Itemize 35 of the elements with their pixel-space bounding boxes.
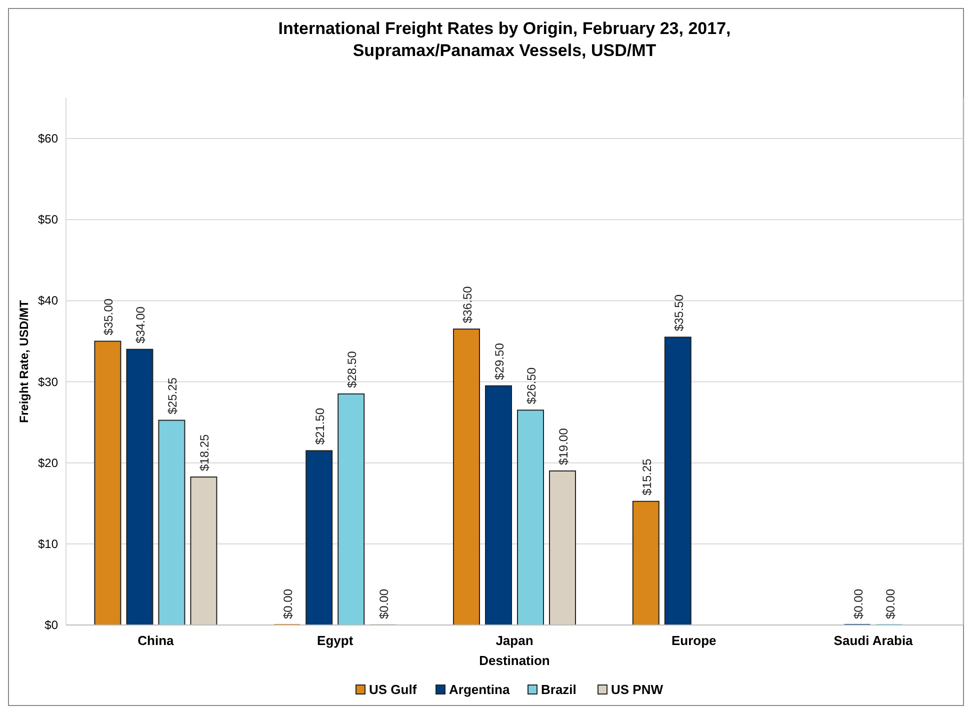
y-tick-label: $50 <box>38 212 58 227</box>
y-axis-title: Freight Rate, USD/MT <box>17 299 31 423</box>
y-tick-label: $60 <box>38 132 58 146</box>
x-tick-label: Egypt <box>317 633 354 648</box>
y-tick-label: $10 <box>38 536 58 551</box>
data-label: $0.00 <box>883 588 898 619</box>
x-tick-label: Japan <box>496 633 534 648</box>
x-tick-label: China <box>138 633 175 648</box>
data-label: $21.50 <box>313 408 328 445</box>
legend-label: US Gulf <box>369 682 418 697</box>
data-label: $35.50 <box>672 294 686 332</box>
data-label: $18.25 <box>198 434 212 472</box>
y-tick-label: $20 <box>38 456 58 470</box>
legend-label: US PNW <box>611 682 664 697</box>
chart-title: International Freight Rates by Origin, February 23, 2017, Supramax/Panamax Vessels, USD/MT <box>278 19 731 60</box>
data-label: $15.25 <box>640 458 654 496</box>
data-label: $0.00 <box>851 588 866 619</box>
legend-label: Brazil <box>541 682 576 697</box>
data-label: $29.50 <box>492 342 506 380</box>
y-tick-label: $40 <box>38 294 58 308</box>
x-tick-label: Saudi Arabia <box>834 633 914 648</box>
data-label: $36.50 <box>460 286 474 324</box>
data-label: $26.50 <box>524 367 538 404</box>
x-axis-title: Destination <box>479 653 550 668</box>
data-label: $0.00 <box>281 588 296 619</box>
data-label: $28.50 <box>345 350 360 388</box>
data-label: $19.00 <box>556 428 570 465</box>
x-tick-label: Europe <box>672 633 716 648</box>
y-tick-label: $30 <box>38 374 58 389</box>
data-label: $25.25 <box>166 377 180 414</box>
data-label: $0.00 <box>377 588 392 619</box>
data-label: $34.00 <box>134 306 148 344</box>
y-tick-label: $0 <box>44 618 58 632</box>
legend-label: Argentina <box>449 682 510 697</box>
data-label: $35.00 <box>102 298 116 336</box>
